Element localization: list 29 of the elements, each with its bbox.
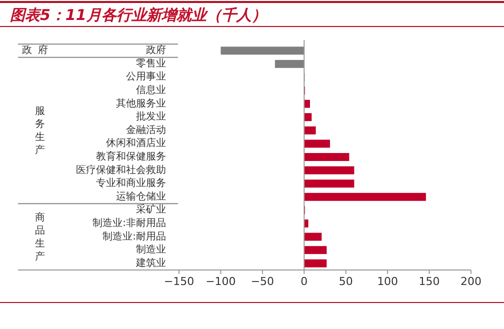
y-tick-label: 休闲和酒店业	[106, 137, 166, 150]
y-tick-label: 信息业	[136, 84, 166, 96]
x-tick-label: 100	[377, 275, 398, 288]
y-tick-label: 制造业:耐用品	[102, 230, 166, 242]
y-tick-label: 其他服务业	[116, 97, 166, 110]
y-tick-label: 制造业:非耐用品	[92, 216, 166, 229]
x-tick-label: 200	[460, 275, 482, 288]
x-tick-label: −150	[164, 275, 194, 288]
y-tick-label: 政府	[146, 44, 166, 56]
x-tick-label: 150	[418, 275, 440, 288]
text: 商品生产	[35, 210, 45, 262]
text: 政府	[22, 44, 54, 56]
y-tick-label: 采矿业	[136, 204, 166, 216]
y-tick-label: 医疗保健和社会救助	[76, 164, 166, 176]
y-tick-label: 制造业	[136, 244, 166, 256]
y-tick-label: 批发业	[136, 110, 166, 123]
y-tick-label: 公用事业	[126, 70, 166, 83]
x-tick-label: 0	[300, 275, 308, 288]
y-tick-label: 建筑业	[135, 256, 166, 269]
chart-title: 图表5：11月各行业新增就业（千人）	[10, 6, 266, 24]
text: 服务生产	[35, 105, 45, 156]
x-tick-label: −50	[250, 275, 274, 288]
x-tick-label: −100	[206, 275, 236, 288]
x-tick-label: 50	[338, 275, 353, 288]
y-tick-label: 专业和商业服务	[96, 177, 166, 190]
y-tick-label: 教育和保健服务	[96, 150, 166, 162]
y-tick-label: 运输仓储业	[116, 190, 166, 202]
y-tick-label: 金融活动	[126, 124, 166, 136]
y-tick-label: 零售业	[136, 57, 166, 70]
